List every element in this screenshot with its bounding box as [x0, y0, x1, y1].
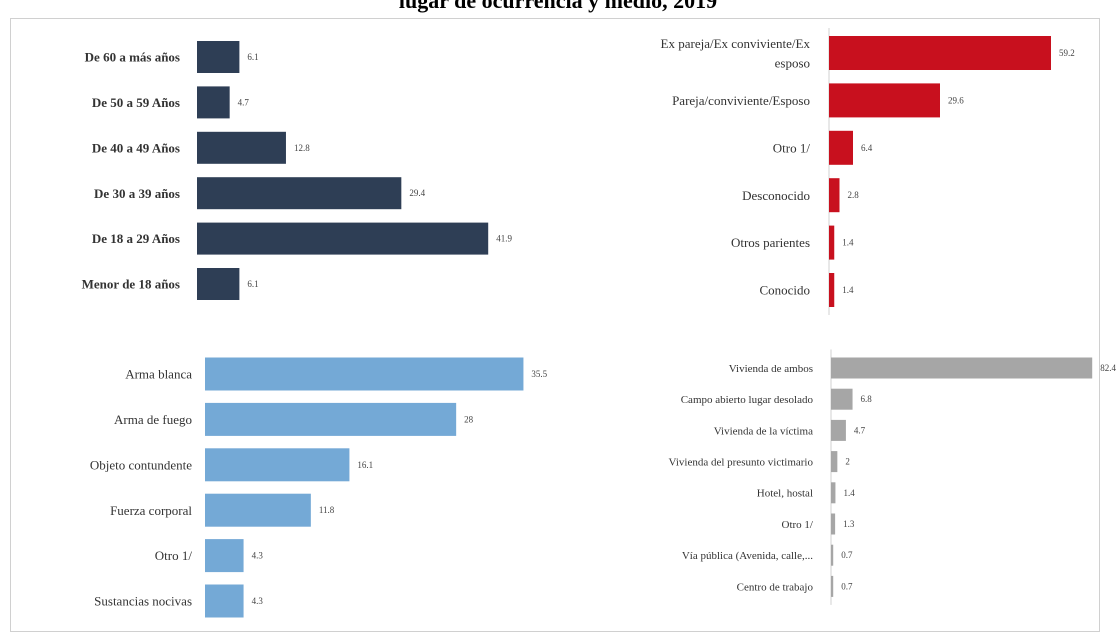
value-label-method: 16.1: [357, 460, 373, 470]
bar-place: [831, 357, 1093, 379]
category-label-place: Vivienda del presunto victimario: [669, 456, 814, 468]
category-label-relationship: Otros parientes: [731, 235, 810, 250]
bar-place: [831, 482, 836, 504]
value-label-place: 82.4: [1100, 363, 1116, 373]
category-label-relationship: Ex pareja/Ex conviviente/Ex esposo: [661, 36, 811, 71]
bar-age: [197, 131, 286, 164]
category-label-relationship: Otro 1/: [773, 140, 811, 155]
category-label-method: Arma blanca: [125, 367, 192, 382]
value-label-relationship: 2.8: [848, 190, 860, 200]
chart-frame: [10, 18, 1100, 632]
category-label-age: De 60 a más años: [85, 50, 180, 65]
value-label-place: 0.7: [841, 550, 853, 560]
category-label-age: De 40 a 49 Años: [92, 140, 180, 155]
value-label-method: 4.3: [252, 551, 264, 561]
value-label-place: 6.8: [861, 394, 873, 404]
bar-method: [205, 584, 244, 618]
category-label-method: Arma de fuego: [114, 412, 192, 427]
value-label-method: 35.5: [531, 369, 547, 379]
bar-method: [205, 448, 350, 482]
bar-relationship: [829, 273, 835, 307]
value-label-method: 4.3: [252, 596, 264, 606]
bar-relationship: [829, 130, 853, 165]
value-label-relationship: 1.4: [842, 285, 854, 295]
category-label-relationship: Conocido: [759, 283, 810, 298]
value-label-place: 4.7: [854, 425, 866, 435]
value-label-age: 6.1: [247, 279, 258, 289]
value-label-age: 6.1: [247, 52, 258, 62]
category-label-place: Centro de trabajo: [737, 581, 814, 593]
chart-place-of-occurrence: Vivienda de ambos 82.4 Campo abierto lugar…: [669, 349, 1116, 605]
chart-age-groups: De 60 a más años 6.1 De 50 a 59 Años 4.7 De …: [82, 41, 512, 300]
category-label-place: Vivienda de ambos: [729, 363, 813, 375]
bar-method: [205, 493, 311, 527]
chart-method: Arma blanca 35.5 Arma de fuego 28 Objeto con…: [90, 357, 548, 618]
value-label-method: 11.8: [319, 505, 335, 515]
category-label-place: Campo abierto lugar desolado: [681, 394, 814, 406]
bar-place: [831, 451, 838, 473]
value-label-method: 28: [464, 414, 474, 424]
value-label-relationship: 6.4: [861, 143, 873, 153]
bar-relationship: [829, 178, 840, 213]
value-label-place: 0.7: [841, 581, 853, 591]
value-label-place: 1.3: [843, 519, 855, 529]
bar-place: [831, 544, 834, 566]
category-label-age: De 18 a 29 Años: [92, 231, 180, 246]
value-label-age: 29.4: [409, 188, 425, 198]
bar-age: [197, 222, 489, 255]
bar-method: [205, 402, 457, 436]
category-label-method: Objeto contundente: [90, 457, 192, 472]
category-label-age: De 50 a 59 Años: [92, 95, 180, 110]
bar-method: [205, 357, 524, 391]
bar-age: [197, 268, 240, 300]
bar-relationship: [829, 83, 940, 118]
value-label-relationship: 59.2: [1059, 48, 1075, 58]
value-label-relationship: 1.4: [842, 238, 854, 248]
bar-place: [831, 388, 853, 410]
bar-place: [831, 575, 834, 597]
value-label-relationship: 29.6: [948, 95, 964, 105]
category-label-place: Otro 1/: [782, 519, 814, 531]
bar-relationship: [829, 36, 1051, 70]
value-label-place: 1.4: [843, 488, 855, 498]
category-label-age: Menor de 18 años: [82, 277, 180, 292]
category-label-place: Vía pública (Avenida, calle,...: [682, 550, 813, 562]
bar-place: [831, 513, 836, 535]
category-label-relationship: Desconocido: [742, 188, 810, 203]
bar-relationship: [829, 225, 835, 260]
category-label-relationship: Pareja/conviviente/Esposo: [672, 93, 810, 108]
category-label-method: Fuerza corporal: [110, 503, 192, 518]
category-label-method: Sustancias nocivas: [94, 594, 192, 609]
value-label-age: 4.7: [238, 97, 250, 107]
category-label-age: De 30 a 39 años: [94, 186, 180, 201]
bar-age: [197, 177, 402, 210]
category-label-method: Otro 1/: [155, 548, 193, 563]
category-label-place: Hotel, hostal: [757, 488, 813, 500]
bar-place: [831, 419, 846, 441]
value-label-age: 41.9: [496, 234, 512, 244]
page-title: lugar de ocurrencia y medio, 2019: [398, 0, 718, 13]
bar-age: [197, 86, 230, 119]
value-label-age: 12.8: [294, 143, 310, 153]
bar-age: [197, 41, 240, 73]
chart-aggressor-relationship: Ex pareja/Ex conviviente/Ex esposo 59.2 Par…: [661, 28, 1075, 315]
category-label-place: Vivienda de la víctima: [714, 425, 813, 437]
bar-method: [205, 539, 244, 573]
value-label-place: 2: [845, 457, 850, 467]
